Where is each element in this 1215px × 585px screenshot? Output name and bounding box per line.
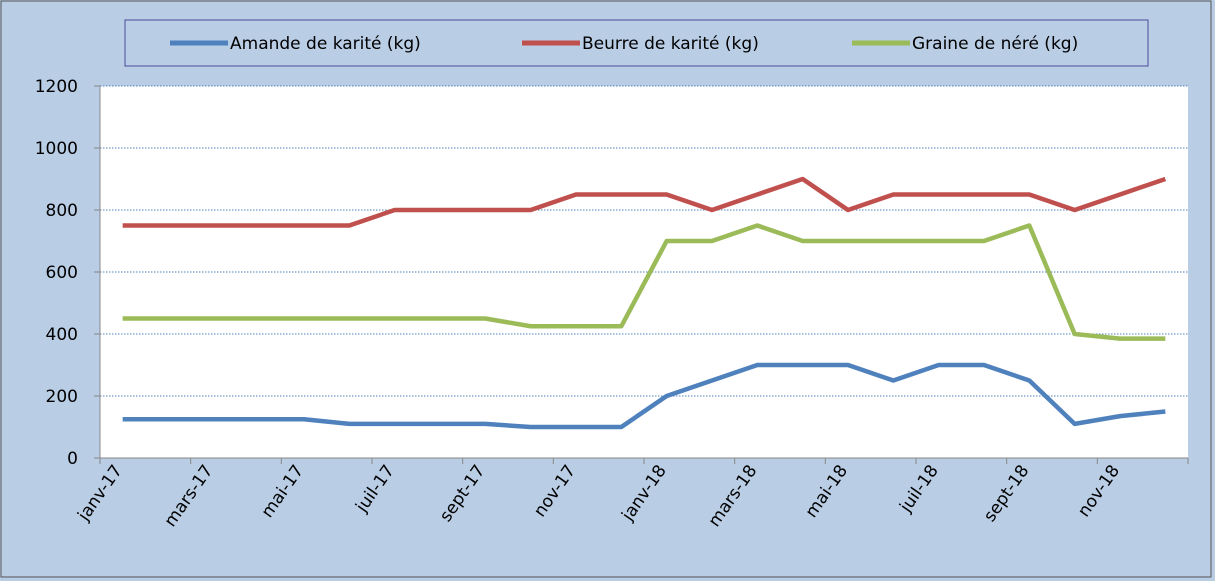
y-tick-label: 1000: [35, 139, 78, 159]
legend-label: Amande de karité (kg): [230, 34, 421, 54]
legend-label: Beurre de karité (kg): [582, 34, 759, 54]
y-tick-label: 600: [46, 263, 78, 283]
y-tick-label: 0: [67, 449, 78, 469]
y-tick-label: 800: [46, 201, 78, 221]
series-line: [122, 223, 1166, 341]
y-tick-label: 400: [46, 325, 78, 345]
legend-box: [124, 19, 1149, 67]
y-tick-label: 200: [46, 387, 78, 407]
y-tick-label: 1200: [35, 77, 78, 97]
series-line: [122, 362, 1166, 430]
series-line: [122, 176, 1167, 228]
legend-label: Graine de néré (kg): [912, 34, 1078, 54]
